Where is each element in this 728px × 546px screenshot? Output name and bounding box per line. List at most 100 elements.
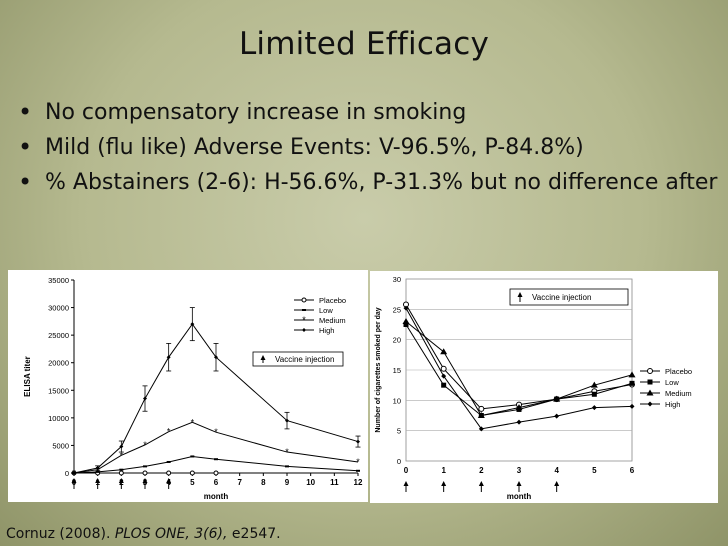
elisa-titer-chart: 0500010000150002000025000300003500001234… <box>23 276 363 501</box>
y-tick-label: 30000 <box>48 304 69 313</box>
legend-label: Placebo <box>319 296 346 305</box>
y-tick-label: 20000 <box>48 359 69 368</box>
data-point <box>441 373 447 379</box>
data-point: * <box>356 457 360 467</box>
legend-marker <box>302 309 306 311</box>
data-point <box>515 404 523 411</box>
injection-arrow-icon <box>403 481 409 486</box>
legend-marker <box>302 328 306 332</box>
vaccine-injection-box <box>509 288 629 306</box>
injection-arrow-icon <box>95 478 101 483</box>
x-tick-label: 1 <box>441 466 446 475</box>
injection-arrow-icon <box>71 478 77 483</box>
data-point <box>119 444 124 449</box>
legend-label: Low <box>319 306 333 315</box>
x-tick-label: 5 <box>190 478 195 487</box>
slide-title: Limited Efficacy <box>238 26 490 62</box>
data-point <box>516 419 522 425</box>
legend-label: Placebo <box>665 367 692 376</box>
y-tick-label: 5 <box>397 427 401 436</box>
y-tick-label: 5000 <box>52 441 69 450</box>
data-point <box>554 413 560 419</box>
legend-label: Medium <box>319 316 346 325</box>
injection-arrow-icon <box>516 481 522 486</box>
x-tick-label: 6 <box>630 466 635 475</box>
x-tick-label: 9 <box>285 478 290 487</box>
data-point <box>478 405 485 412</box>
x-tick-label: 11 <box>330 478 339 487</box>
data-point <box>440 348 448 355</box>
legend-label: Low <box>665 378 679 387</box>
x-tick-label: 0 <box>404 466 409 475</box>
data-point <box>95 466 100 471</box>
x-axis-label: month <box>507 492 532 501</box>
data-point: * <box>167 427 171 437</box>
injection-arrow-icon <box>118 478 124 483</box>
x-axis-label: month <box>204 492 229 501</box>
x-tick-label: 7 <box>237 478 242 487</box>
y-tick-label: 35000 <box>48 276 69 285</box>
citation-ref: e2547. <box>227 526 281 542</box>
data-point <box>285 418 289 423</box>
data-point <box>553 395 561 402</box>
y-tick-label: 0 <box>397 457 401 466</box>
x-tick-label: 12 <box>354 478 363 487</box>
data-point <box>590 381 598 388</box>
data-point <box>591 405 597 411</box>
legend-marker <box>647 401 653 407</box>
data-point <box>629 380 635 386</box>
data-point <box>591 391 597 397</box>
citation-journal: PLOS ONE, 3(6), <box>114 526 228 542</box>
injection-arrow-icon <box>478 481 484 486</box>
data-point: * <box>120 450 124 460</box>
data-point: * <box>191 417 195 427</box>
data-point <box>143 396 147 401</box>
x-tick-label: 2 <box>479 466 484 475</box>
data-point: * <box>214 427 218 437</box>
data-point <box>190 322 195 327</box>
data-point <box>95 470 100 473</box>
y-tick-label: 15 <box>393 366 401 375</box>
y-tick-label: 20 <box>393 336 401 345</box>
x-tick-label: 3 <box>517 466 522 475</box>
data-point <box>628 371 636 378</box>
bullet-item: No compensatory increase in smoking <box>18 98 718 127</box>
vaccine-injection-label: Vaccine injection <box>532 293 591 302</box>
legend-label: Medium <box>665 389 692 398</box>
data-point: * <box>285 447 289 457</box>
data-point: * <box>143 440 147 450</box>
y-tick-label: 0 <box>65 469 69 478</box>
data-point <box>119 468 124 471</box>
x-tick-label: 4 <box>554 466 559 475</box>
data-point <box>214 458 218 461</box>
x-tick-label: 10 <box>306 478 315 487</box>
y-axis-label: ELISA titer <box>23 356 32 397</box>
data-point <box>440 365 447 372</box>
injection-arrow-icon <box>166 478 172 483</box>
x-tick-label: 8 <box>261 478 266 487</box>
injection-arrow-icon <box>142 478 148 483</box>
y-tick-label: 30 <box>393 275 401 284</box>
data-point <box>214 355 218 360</box>
y-tick-label: 25000 <box>48 331 69 340</box>
citation-author: Cornuz (2008). <box>6 526 111 542</box>
x-tick-label: 5 <box>592 466 597 475</box>
data-point <box>356 469 360 472</box>
legend-marker <box>646 389 654 396</box>
data-point <box>166 460 171 463</box>
y-tick-label: 10 <box>393 396 401 405</box>
legend-label: High <box>665 400 680 409</box>
elisa-chart-panel: 0500010000150002000025000300003500001234… <box>8 270 368 502</box>
y-tick-label: 10000 <box>48 414 69 423</box>
legend-marker: * <box>302 315 306 325</box>
series-line <box>73 421 359 474</box>
bullet-item: % Abstainers (2-6): H-56.6%, P-31.3% but… <box>18 168 718 197</box>
legend-marker <box>647 379 653 385</box>
data-point <box>213 470 219 476</box>
citation: Cornuz (2008). PLOS ONE, 3(6), e2547. <box>6 526 281 542</box>
data-point <box>403 322 409 327</box>
injection-arrow-icon <box>554 481 560 486</box>
y-tick-label: 15000 <box>48 386 69 395</box>
data-point <box>629 403 635 409</box>
data-point <box>403 305 409 311</box>
